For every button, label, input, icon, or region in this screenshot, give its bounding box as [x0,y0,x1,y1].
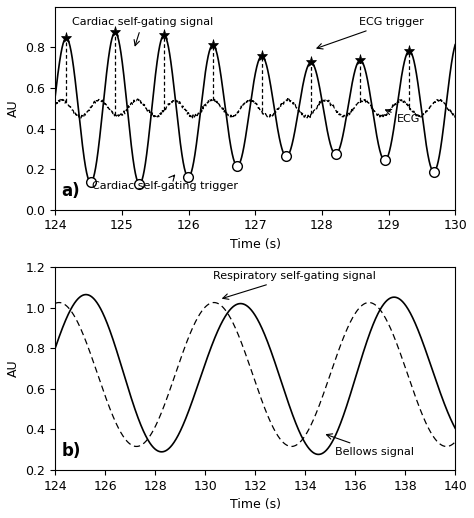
X-axis label: Time (s): Time (s) [230,238,281,251]
Text: a): a) [61,181,80,199]
Text: b): b) [61,442,81,459]
Text: Cardiac self-gating signal: Cardiac self-gating signal [72,17,213,46]
Text: Respiratory self-gating signal: Respiratory self-gating signal [213,271,375,299]
Text: ECG: ECG [385,109,420,124]
Text: ECG trigger: ECG trigger [317,17,423,49]
Y-axis label: AU: AU [7,359,20,377]
Y-axis label: AU: AU [7,99,20,117]
X-axis label: Time (s): Time (s) [230,498,281,511]
Text: Bellows signal: Bellows signal [327,434,414,456]
Text: Cardiac self-gating trigger: Cardiac self-gating trigger [92,175,238,191]
